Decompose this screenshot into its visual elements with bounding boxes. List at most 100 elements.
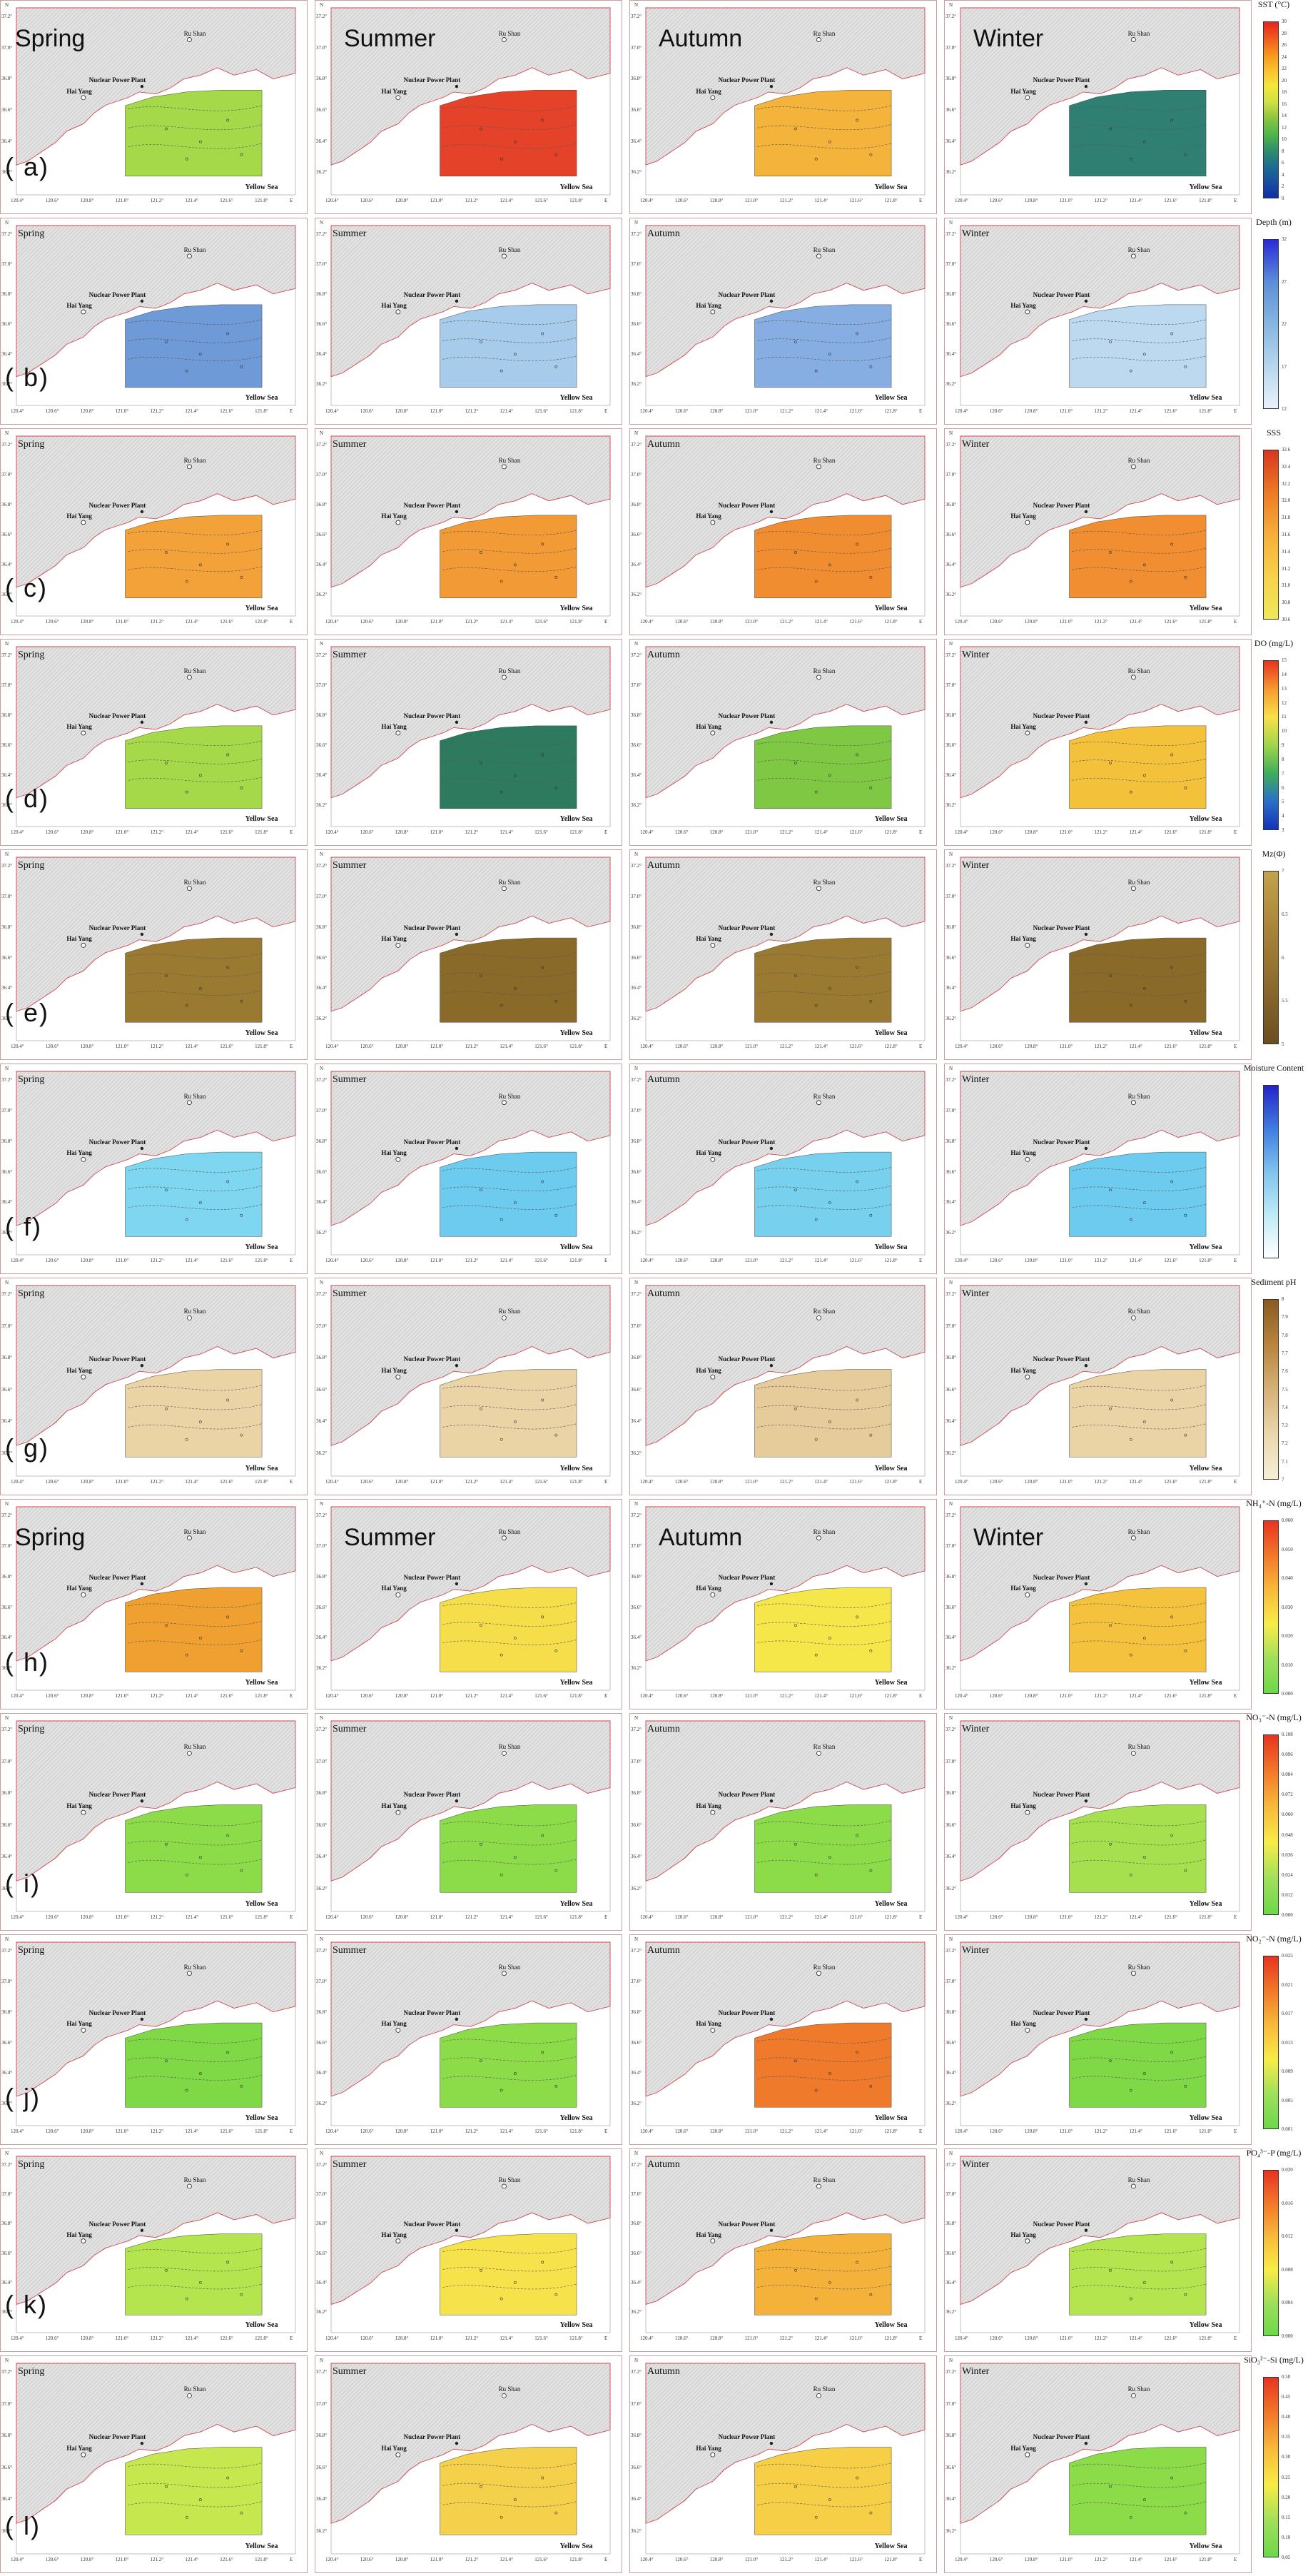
- lon-tick: 121.2°: [1094, 1693, 1108, 1699]
- contour-line: [1072, 566, 1207, 572]
- lat-tick: 36.4°: [1, 1854, 13, 1859]
- lat-tick: 36.2°: [631, 381, 642, 387]
- map-svg: [960, 1941, 1240, 2126]
- lon-tick: E: [604, 2128, 608, 2134]
- map-panel: Ru Shan Nuclear Power Plant Hai Yang Yellow…: [629, 1713, 937, 1931]
- npp-marker: [769, 1363, 774, 1368]
- rushan-marker: [1131, 1315, 1136, 1320]
- map-svg: [16, 2363, 296, 2555]
- npp-marker: [140, 1363, 144, 1368]
- lon-tick: 121.4°: [185, 829, 198, 835]
- colorbar: [1263, 450, 1279, 620]
- haiyang-marker: [81, 2238, 86, 2243]
- legend-tick: 0.108: [1282, 1732, 1293, 1737]
- map-panel: Ru Shan Nuclear Power Plant Hai Yang Yellow…: [629, 1499, 937, 1709]
- map-svg: [645, 1941, 926, 2126]
- lon-tick: 121.8°: [569, 198, 583, 203]
- lat-tick: 36.4°: [945, 1418, 957, 1424]
- haiyang-marker: [710, 1592, 716, 1597]
- lat-unit: N: [5, 1280, 9, 1286]
- map-panel: Ru Shan Nuclear Power Plant Hai Yang Yellow…: [0, 1278, 308, 1495]
- sea-label: Yellow Sea: [245, 1243, 278, 1251]
- sample-station: [500, 369, 503, 373]
- lat-tick: 37.0°: [631, 893, 642, 899]
- contour-line: [442, 337, 577, 343]
- map-svg: [330, 1285, 611, 1477]
- place-nuclear-power-plant: Nuclear Power Plant: [88, 1355, 146, 1363]
- lat-tick: 37.0°: [316, 1978, 328, 1984]
- contour-line: [128, 1204, 263, 1210]
- sample-station: [794, 974, 797, 978]
- sea-label: Yellow Sea: [1189, 2542, 1222, 2550]
- place-haiyang: Hai Yang: [1010, 87, 1036, 95]
- map-panel: Ru Shan Nuclear Power Plant Hai Yang Yellow…: [944, 639, 1252, 846]
- contour-line: [1072, 971, 1207, 977]
- sample-station: [1109, 2059, 1112, 2063]
- lon-tick: 120.4°: [640, 619, 654, 625]
- place-rushan: Ru Shan: [183, 1963, 206, 1971]
- legend-tick: 0.025: [1282, 1953, 1293, 1959]
- contour-line: [442, 1602, 577, 1608]
- lon-tick: E: [919, 1914, 923, 1920]
- contour-line: [128, 105, 263, 111]
- haiyang-marker: [710, 1374, 716, 1380]
- lat-tick: 36.4°: [631, 2279, 642, 2285]
- haiyang-marker: [395, 1374, 401, 1380]
- lon-tick: 121.8°: [569, 1044, 583, 1049]
- season-label: Winter: [962, 1288, 990, 1299]
- lon-tick: 121.6°: [849, 2335, 863, 2341]
- place-nuclear-power-plant: Nuclear Power Plant: [718, 2009, 776, 2016]
- map-panel: Ru Shan Nuclear Power Plant Hai Yang Yellow…: [944, 849, 1252, 1060]
- legend-tick: 5: [1282, 799, 1284, 805]
- lat-tick: 37.0°: [1, 1978, 13, 1984]
- lat-tick: 37.2°: [945, 1291, 957, 1297]
- npp-marker: [1084, 932, 1088, 936]
- lon-tick: 121.6°: [534, 1914, 548, 1920]
- lon-tick: 120.6°: [45, 408, 59, 414]
- lon-tick: 120.4°: [325, 1914, 339, 1920]
- lat-tick: 37.2°: [1, 1512, 13, 1518]
- sample-station: [240, 2511, 243, 2515]
- place-haiyang: Hai Yang: [1010, 722, 1036, 730]
- lon-tick: 121.4°: [1129, 408, 1142, 414]
- lon-tick: 121.0°: [744, 1914, 759, 1920]
- lon-tick: 121.2°: [779, 408, 794, 414]
- npp-marker: [140, 2228, 144, 2232]
- land-area: [16, 646, 296, 799]
- season-label: Autumn: [647, 2366, 680, 2377]
- contour-line: [442, 2283, 577, 2290]
- legend-tick: 0.008: [1282, 2266, 1293, 2273]
- legend-tick: 13: [1282, 685, 1287, 692]
- sample-station: [856, 2051, 859, 2054]
- contour-field: [440, 937, 577, 1023]
- sea-label: Yellow Sea: [559, 2321, 593, 2329]
- haiyang-marker: [395, 1809, 401, 1815]
- sample-station: [513, 987, 517, 990]
- sample-station: [541, 118, 544, 122]
- lon-tick: 120.4°: [640, 408, 654, 414]
- colorbar-legend: Moisture Content: [1242, 1064, 1308, 1274]
- lon-tick: 120.4°: [11, 1914, 24, 1920]
- lat-tick: 37.0°: [316, 682, 328, 688]
- haiyang-marker: [1025, 520, 1030, 525]
- lon-tick: 121.0°: [744, 2557, 759, 2562]
- rushan-marker: [816, 1750, 821, 1756]
- sample-station: [226, 1615, 230, 1619]
- sample-station: [554, 786, 558, 789]
- npp-marker: [1084, 1146, 1088, 1151]
- sample-station: [1109, 974, 1112, 978]
- legend-tick: 30.6: [1282, 617, 1291, 622]
- place-nuclear-power-plant: Nuclear Power Plant: [1033, 2220, 1090, 2228]
- lon-tick: 120.6°: [45, 619, 59, 625]
- rushan-marker: [187, 1100, 192, 1106]
- land-area: [330, 2363, 611, 2524]
- legend-tick: 0.060: [1282, 1517, 1293, 1523]
- sample-station: [1170, 1834, 1174, 1837]
- sample-station: [869, 365, 873, 368]
- lat-tick: 37.0°: [316, 2400, 328, 2407]
- lon-tick: 121.4°: [500, 2335, 513, 2341]
- lat-tick: 36.6°: [1, 742, 13, 748]
- lat-tick: 36.8°: [945, 1573, 957, 1580]
- land-area: [645, 1720, 926, 1882]
- place-nuclear-power-plant: Nuclear Power Plant: [1033, 1355, 1090, 1363]
